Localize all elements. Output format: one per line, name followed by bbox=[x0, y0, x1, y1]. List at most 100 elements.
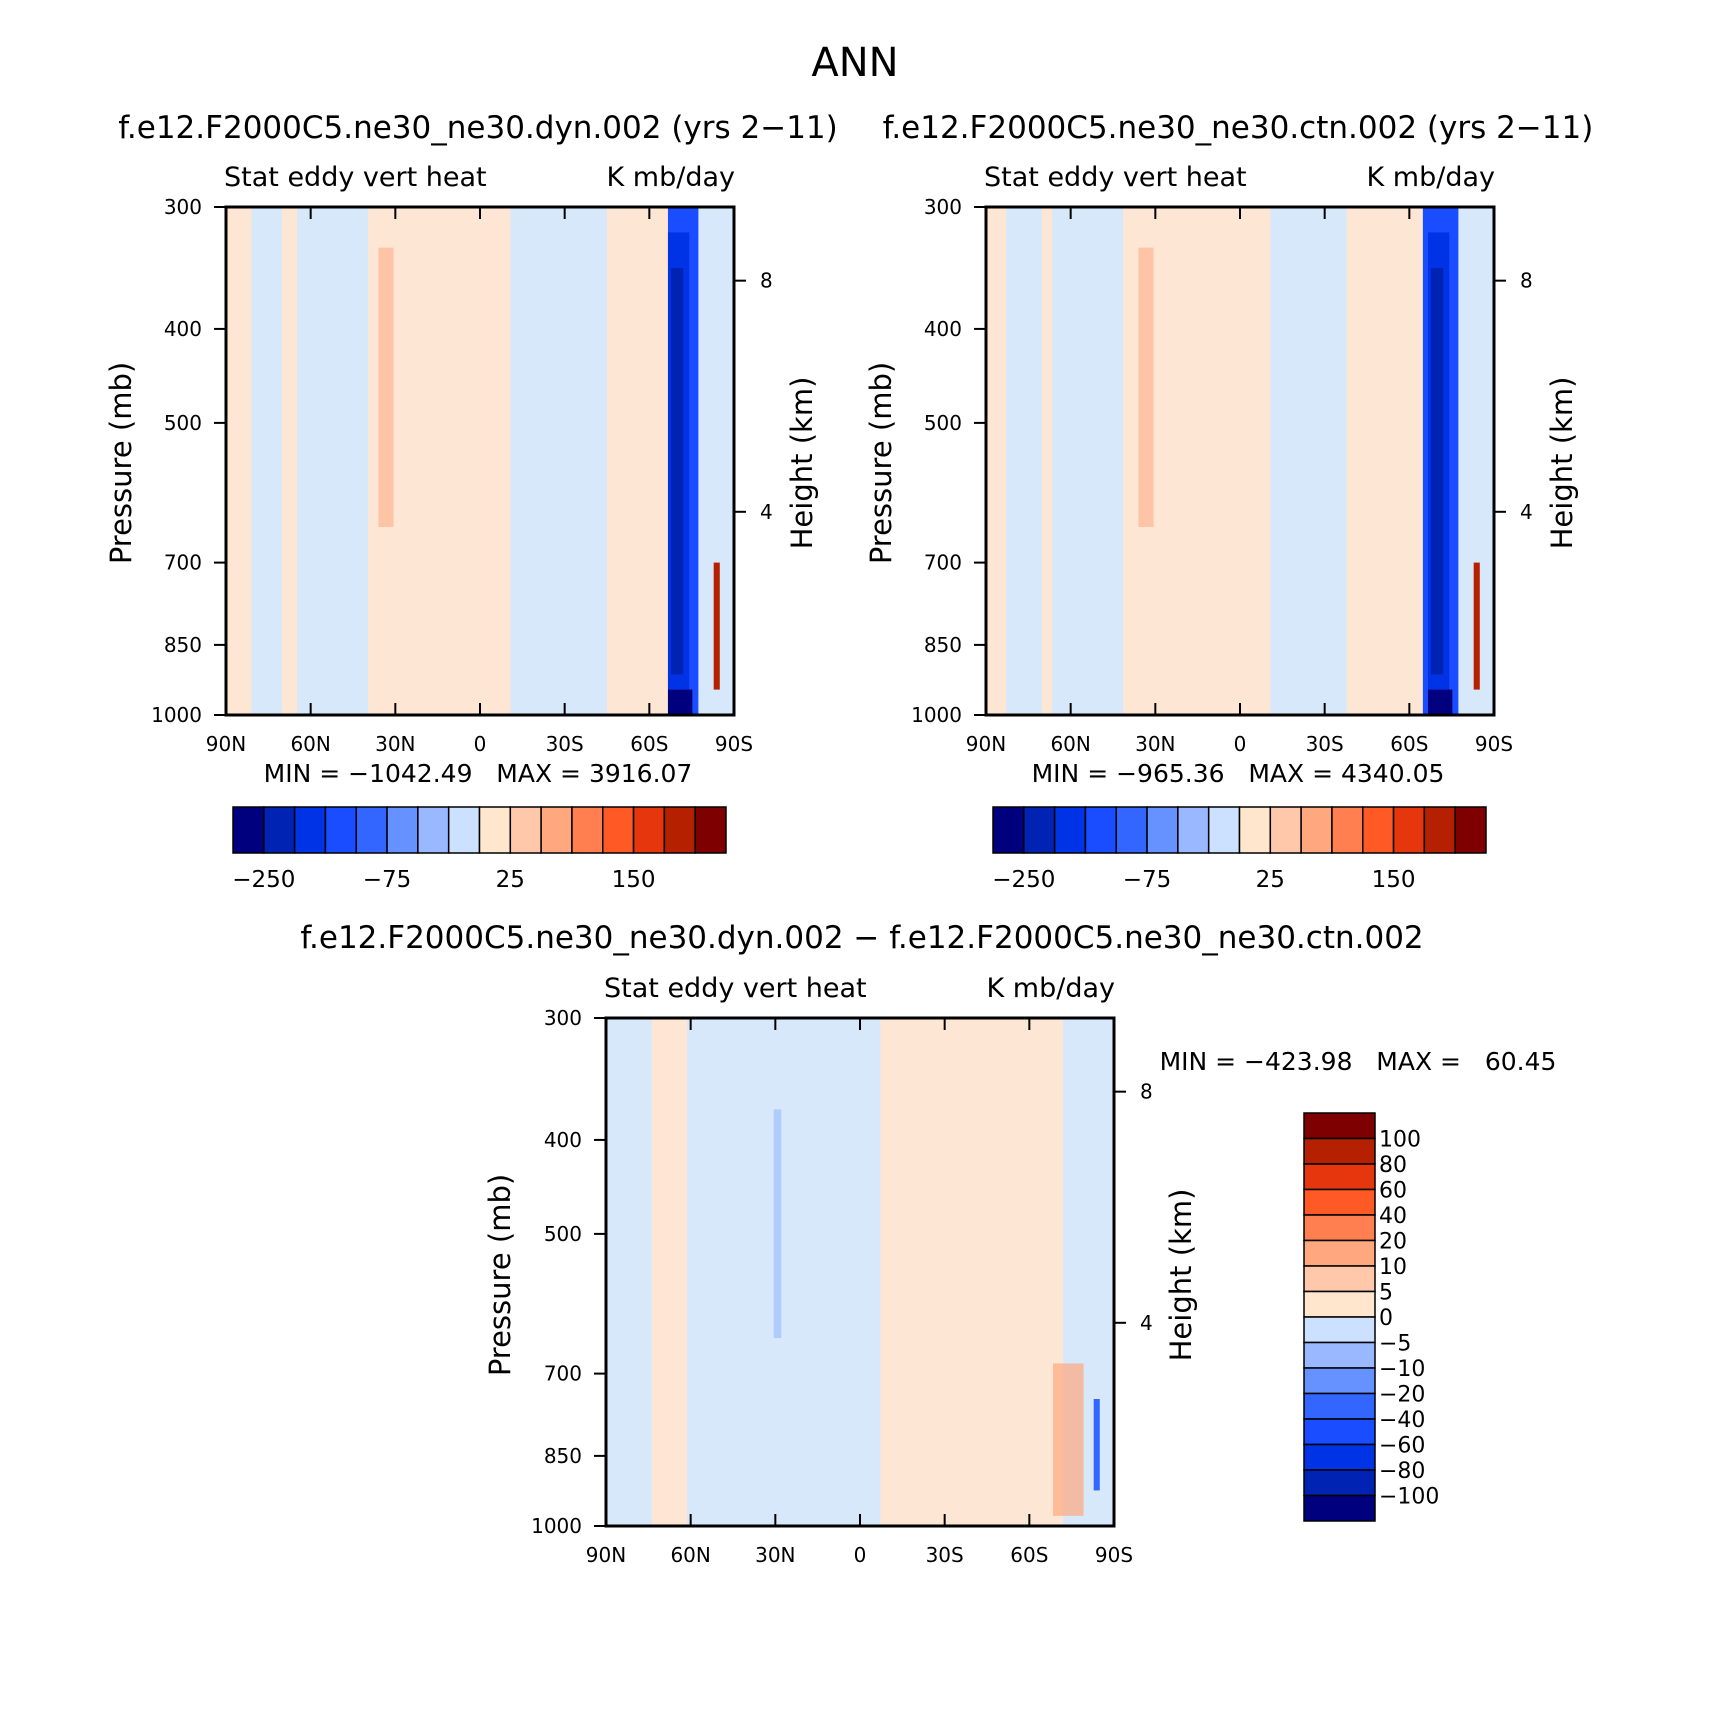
colorbar-swatch bbox=[1303, 1367, 1376, 1395]
y-tick-label: 850 bbox=[544, 1444, 582, 1468]
y-tick-label: 400 bbox=[544, 1128, 582, 1152]
colorbar-label: −5 bbox=[1379, 1332, 1411, 1357]
panel-subtitle-right: K mb/day bbox=[607, 162, 736, 193]
x-tick-label: 0 bbox=[474, 732, 487, 756]
x-tick-label: 60S bbox=[1010, 1543, 1048, 1567]
colorbar-swatch bbox=[324, 806, 357, 854]
panel-ctn: f.e12.F2000C5.ne30_ne30.ctn.002 (yrs 2−1… bbox=[864, 110, 1593, 893]
x-tick-label: 90N bbox=[206, 732, 246, 756]
colorbar-swatch bbox=[992, 806, 1025, 854]
y-tick-label: 500 bbox=[924, 411, 962, 435]
contour-band bbox=[713, 562, 720, 690]
contour-band bbox=[880, 1018, 921, 1526]
y-right-tick-label: 4 bbox=[1140, 1311, 1153, 1335]
y-tick-label: 1000 bbox=[911, 703, 962, 727]
contour-band bbox=[1270, 207, 1347, 715]
y-axis-label: Pressure (mb) bbox=[104, 362, 138, 564]
x-tick-label: 60S bbox=[1390, 732, 1428, 756]
colorbar-label: 100 bbox=[1379, 1128, 1421, 1153]
x-tick-label: 60S bbox=[630, 732, 668, 756]
y-axis-right-label: Height (km) bbox=[785, 377, 819, 550]
colorbar-label: −75 bbox=[363, 867, 412, 893]
x-tick-label: 60N bbox=[670, 1543, 710, 1567]
colorbar-swatch bbox=[1303, 1316, 1376, 1344]
colorbar-swatch bbox=[632, 806, 666, 854]
colorbar-swatch bbox=[1053, 806, 1087, 854]
colorbar-swatch bbox=[1303, 1112, 1376, 1140]
y-tick-label: 700 bbox=[924, 551, 962, 575]
colorbar-swatch bbox=[1303, 1265, 1376, 1293]
x-tick-label: 30S bbox=[1306, 732, 1344, 756]
colorbar-label: −250 bbox=[992, 867, 1055, 893]
colorbar-label: 25 bbox=[1256, 867, 1285, 893]
colorbar-swatch bbox=[1454, 806, 1487, 854]
colorbar-swatch bbox=[1303, 1290, 1376, 1318]
colorbar-swatch bbox=[1303, 1239, 1376, 1267]
x-tick-label: 90S bbox=[1475, 732, 1513, 756]
contour-band bbox=[378, 247, 394, 528]
colorbar-label: −80 bbox=[1379, 1459, 1425, 1484]
x-tick-label: 30N bbox=[755, 1543, 795, 1567]
contour-band bbox=[510, 207, 607, 715]
colorbar-label: 60 bbox=[1379, 1179, 1407, 1204]
plot-area: 90N 60N 30N 0 30S 60S 90S 300 400 500 700 850 1000 8 4 bbox=[531, 1006, 1153, 1567]
y-tick-label: 1000 bbox=[531, 1514, 582, 1538]
colorbar-swatch bbox=[355, 806, 388, 854]
colorbar-swatch bbox=[1146, 806, 1179, 854]
panel-dyn: f.e12.F2000C5.ne30_ne30.dyn.002 (yrs 2−1… bbox=[104, 110, 838, 893]
contour-band bbox=[454, 207, 511, 715]
min-max-text: MIN = −423.98 MAX = 60.45 bbox=[1160, 1047, 1557, 1076]
x-tick-label: 30N bbox=[375, 732, 415, 756]
y-right-tick-label: 8 bbox=[1520, 269, 1533, 293]
colorbar-swatch bbox=[663, 806, 696, 854]
colorbar: −250 −75 25 150 bbox=[232, 806, 727, 893]
contour-band bbox=[809, 1018, 881, 1526]
y-axis-right-label: Height (km) bbox=[1545, 377, 1579, 550]
contour-band bbox=[920, 1018, 1013, 1526]
plot-area: 90N 60N 30N 0 30S 60S 90S 300 400 500 700 850 1000 8 4 bbox=[151, 195, 773, 756]
x-tick-label: 90N bbox=[966, 732, 1006, 756]
x-tick-label: 0 bbox=[854, 1543, 867, 1567]
colorbar-swatch bbox=[1084, 806, 1117, 854]
contour-band bbox=[671, 267, 684, 675]
y-tick-label: 400 bbox=[924, 317, 962, 341]
contour-band bbox=[1214, 207, 1271, 715]
colorbar-swatch bbox=[1177, 806, 1210, 854]
contour-band bbox=[1123, 207, 1215, 715]
contour-band bbox=[1346, 207, 1423, 715]
colorbar-swatch bbox=[1303, 1214, 1376, 1242]
y-axis-right-label: Height (km) bbox=[1164, 1189, 1198, 1362]
colorbar-swatch bbox=[386, 806, 419, 854]
colorbar-swatch bbox=[1362, 806, 1395, 854]
min-max-text: MIN = −1042.49 MAX = 3916.07 bbox=[264, 759, 693, 788]
colorbar-label: −20 bbox=[1379, 1383, 1425, 1408]
colorbar-swatch bbox=[1303, 1494, 1376, 1522]
contour-band bbox=[1138, 247, 1154, 528]
x-tick-label: 60N bbox=[1050, 732, 1090, 756]
x-tick-label: 90N bbox=[586, 1543, 626, 1567]
x-tick-label: 30S bbox=[546, 732, 584, 756]
contour-band bbox=[1431, 267, 1444, 675]
x-tick-label: 90S bbox=[1095, 1543, 1133, 1567]
contour-band bbox=[1093, 1399, 1100, 1491]
contour-band bbox=[1006, 207, 1042, 715]
colorbar-label: 10 bbox=[1379, 1255, 1407, 1280]
panel-subtitle-left: Stat eddy vert heat bbox=[604, 973, 867, 1004]
colorbar-label: −60 bbox=[1379, 1434, 1425, 1459]
y-tick-label: 500 bbox=[544, 1222, 582, 1246]
colorbar-swatch bbox=[1303, 1188, 1376, 1216]
colorbar-label: −40 bbox=[1379, 1408, 1425, 1433]
colorbar-label: 25 bbox=[496, 867, 525, 893]
y-tick-label: 850 bbox=[164, 633, 202, 657]
colorbar: −250 −75 25 150 bbox=[992, 806, 1487, 893]
y-tick-label: 400 bbox=[164, 317, 202, 341]
colorbar-swatch bbox=[1300, 806, 1333, 854]
colorbar-swatch bbox=[1023, 806, 1056, 854]
colorbar-label: −250 bbox=[232, 867, 295, 893]
colorbar-swatch bbox=[1303, 1469, 1376, 1497]
x-tick-label: 60N bbox=[290, 732, 330, 756]
y-right-tick-label: 4 bbox=[1520, 500, 1533, 524]
colorbar-label: 0 bbox=[1379, 1306, 1393, 1331]
